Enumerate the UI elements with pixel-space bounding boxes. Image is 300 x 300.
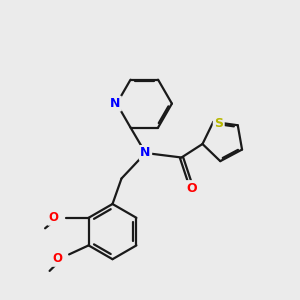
Text: N: N — [140, 146, 151, 160]
Text: O: O — [187, 182, 197, 195]
Text: O: O — [52, 252, 62, 266]
Text: S: S — [214, 117, 223, 130]
Text: N: N — [110, 97, 120, 110]
Text: O: O — [49, 211, 58, 224]
